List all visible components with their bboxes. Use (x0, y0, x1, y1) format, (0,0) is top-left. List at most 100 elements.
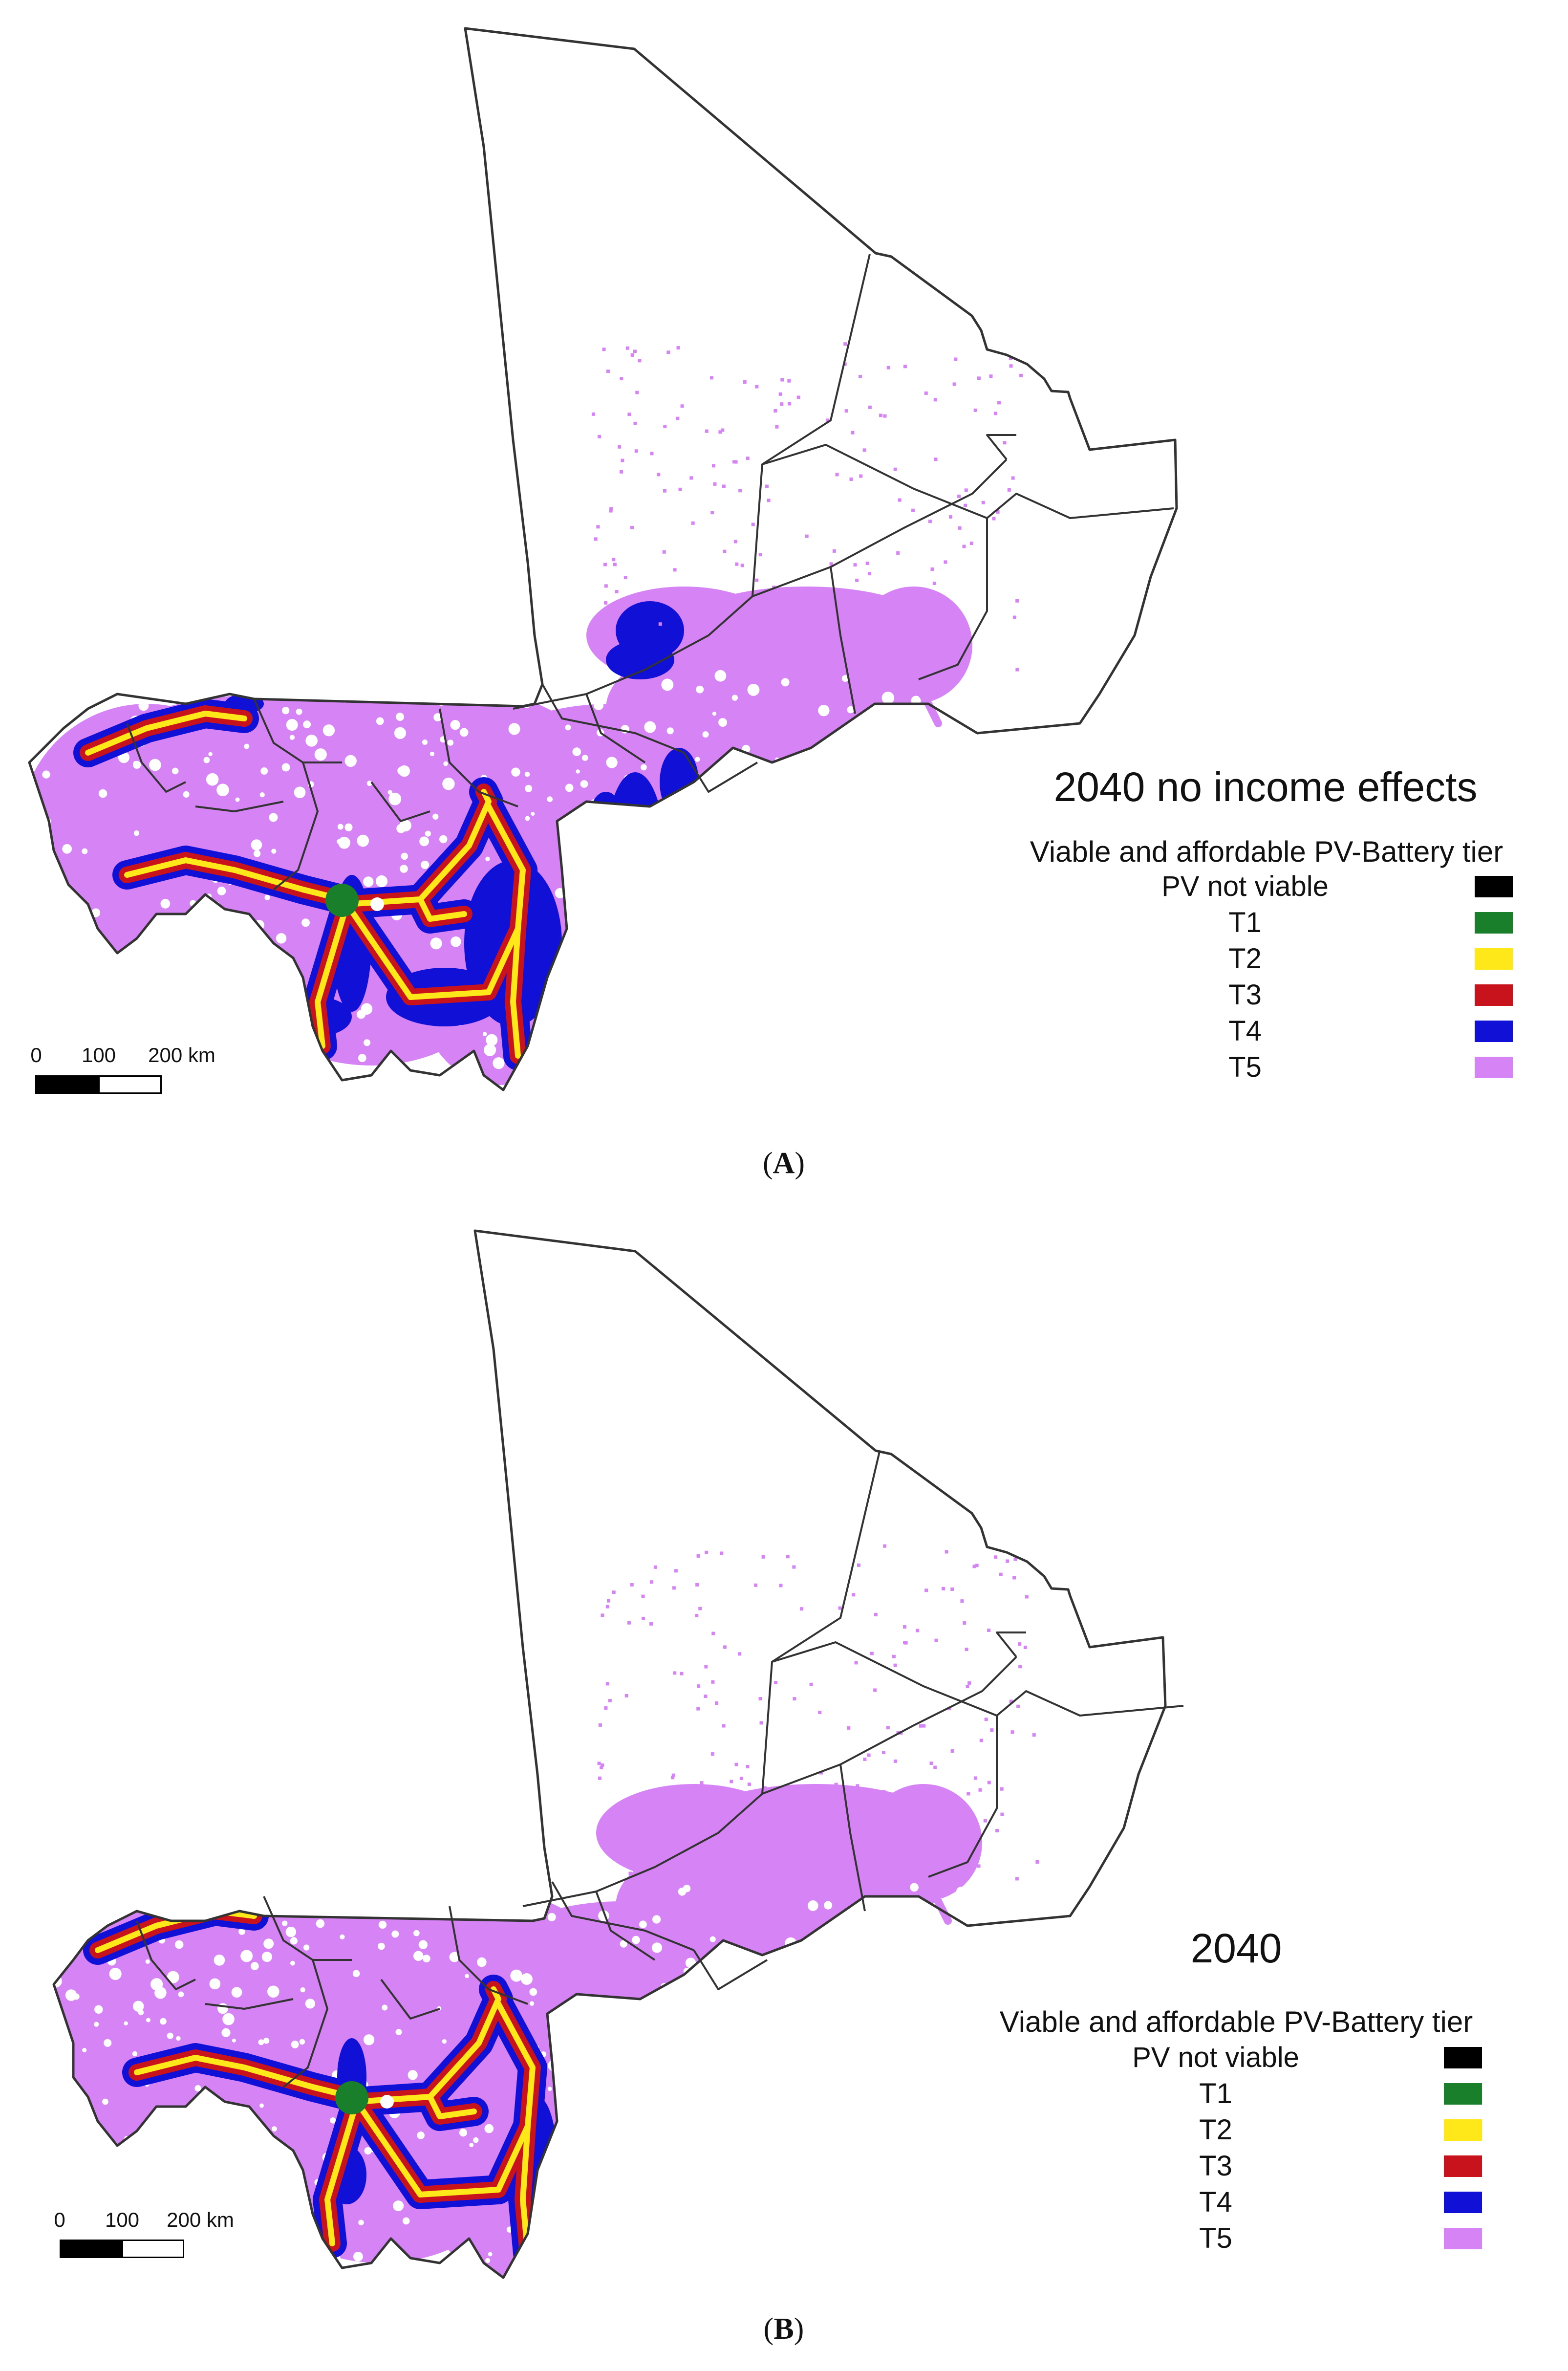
no-data-speck (260, 767, 268, 775)
no-data-speck (865, 1930, 876, 1941)
no-data-speck (778, 2217, 788, 2227)
t5-settlement (906, 620, 910, 624)
no-data-speck (484, 2124, 494, 2133)
no-data-speck (364, 2147, 372, 2155)
t5-settlement (676, 1803, 680, 1806)
t5-settlement (1016, 1704, 1020, 1708)
no-data-speck (831, 1052, 836, 1057)
no-data-speck (190, 2250, 194, 2255)
map-panel-b: 2040 Viable and affordable PV-Battery ti… (0, 1178, 1568, 2346)
t5-settlement (649, 1622, 653, 1626)
no-data-speck (422, 739, 428, 745)
no-data-speck (812, 2128, 822, 2138)
no-data-speck (824, 1901, 833, 1910)
t5-settlement (903, 365, 907, 369)
no-data-speck (240, 1950, 253, 1962)
no-data-speck (620, 1940, 627, 1948)
no-data-speck (835, 2153, 844, 2163)
no-data-speck (538, 2172, 549, 2183)
no-data-speck (698, 1028, 703, 1033)
t5-settlement (867, 1753, 871, 1757)
legend-label-pv-not-viable: PV not viable (1161, 870, 1329, 902)
no-data-speck (749, 2241, 758, 2250)
t5-settlement (650, 452, 654, 456)
no-data-speck (848, 1056, 855, 1063)
no-data-speck (56, 895, 61, 901)
region-boundary (263, 1896, 352, 1961)
no-data-speck (173, 1003, 178, 1009)
no-data-speck (232, 2038, 236, 2043)
t5-settlement (819, 1771, 823, 1775)
no-data-speck (764, 2083, 770, 2088)
no-data-speck (583, 907, 592, 915)
no-data-speck (208, 752, 213, 757)
no-data-speck (303, 720, 311, 729)
t5-settlement (596, 525, 600, 529)
no-data-speck (217, 935, 226, 944)
t5-settlement (800, 1607, 804, 1611)
no-data-speck (520, 1973, 533, 1985)
no-data-speck (273, 2251, 279, 2257)
no-data-speck (661, 678, 674, 691)
t5-settlement (1003, 441, 1007, 445)
no-data-speck (282, 2250, 288, 2257)
no-data-speck (967, 1889, 980, 1902)
legend-swatch-t1 (1475, 912, 1513, 934)
no-data-speck (286, 718, 298, 731)
t5-settlement (849, 477, 853, 481)
no-data-speck (616, 886, 626, 896)
t5-settlement (780, 402, 784, 406)
map-panel-a: 2040 no income effects Viable and afford… (0, 0, 1568, 1180)
regional-boundaries (126, 254, 1174, 891)
no-data-speck (940, 821, 945, 827)
no-data-speck (848, 2205, 859, 2215)
region-boundary (126, 723, 186, 793)
t5-settlement (911, 508, 915, 512)
no-data-speck (52, 1052, 59, 1058)
t5-settlement (625, 346, 629, 350)
no-data-speck (419, 836, 430, 847)
no-data-speck (818, 705, 830, 717)
no-data-speck (880, 2141, 888, 2149)
t5-settlement (612, 558, 616, 562)
region-boundary (683, 752, 758, 793)
region-boundary (986, 434, 1016, 460)
no-data-speck (782, 898, 792, 907)
scale-label-0: 0 (54, 2208, 65, 2231)
no-data-speck (263, 1938, 274, 1949)
no-data-speck (558, 2196, 571, 2209)
no-data-speck (344, 823, 353, 831)
no-data-speck (916, 2240, 926, 2250)
t5-settlement (1011, 476, 1015, 480)
legend-subtitle: Viable and affordable PV-Battery tier (1030, 835, 1504, 868)
no-data-speck (755, 2176, 767, 2188)
no-data-speck (595, 2270, 605, 2278)
t1-capital-zone (325, 884, 384, 917)
t5-settlement (765, 484, 769, 488)
region-boundary (370, 781, 430, 822)
no-data-speck (706, 999, 714, 1007)
no-data-speck (338, 836, 350, 849)
t5-settlement (904, 1842, 908, 1846)
no-data-speck (673, 885, 685, 897)
no-data-speck (553, 2268, 558, 2274)
no-data-speck (942, 2168, 954, 2180)
no-data-speck (485, 856, 490, 862)
t5-settlement (601, 1613, 604, 1617)
t5-settlement (971, 1847, 975, 1850)
no-data-speck (654, 1010, 667, 1023)
t5-settlement (928, 520, 932, 523)
t5-settlement (696, 1554, 700, 1558)
t5-settlement (847, 1726, 851, 1730)
t5-settlement (635, 391, 639, 394)
t5-settlement (966, 1685, 969, 1689)
no-data-speck (68, 1041, 75, 1047)
no-data-speck (668, 2193, 677, 2201)
no-data-speck (473, 2137, 479, 2143)
t5-settlement (723, 1645, 727, 1649)
no-data-speck (525, 784, 533, 792)
t5-settlement (678, 487, 682, 491)
no-data-speck (94, 2005, 103, 2014)
t5-settlement (972, 1565, 976, 1568)
region-boundary (273, 762, 319, 891)
